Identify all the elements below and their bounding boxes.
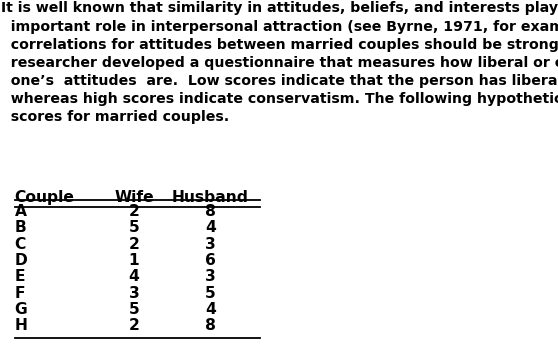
Text: G: G — [15, 302, 27, 317]
Text: It is well known that similarity in attitudes, beliefs, and interests plays an
 : It is well known that similarity in atti… — [1, 1, 558, 125]
Text: 1: 1 — [129, 253, 140, 268]
Text: 3: 3 — [205, 270, 215, 284]
Text: E: E — [15, 270, 25, 284]
Text: Wife: Wife — [114, 189, 154, 204]
Text: 6: 6 — [205, 253, 216, 268]
Text: 4: 4 — [205, 302, 216, 317]
Text: 5: 5 — [129, 302, 140, 317]
Text: 2: 2 — [128, 237, 140, 252]
Text: 3: 3 — [205, 237, 215, 252]
Text: 5: 5 — [205, 286, 215, 301]
Text: 8: 8 — [205, 318, 216, 333]
Text: 2: 2 — [128, 318, 140, 333]
Text: 4: 4 — [128, 270, 140, 284]
Text: 3: 3 — [129, 286, 140, 301]
Text: Husband: Husband — [172, 189, 249, 204]
Text: Couple: Couple — [15, 189, 75, 204]
Text: H: H — [15, 318, 27, 333]
Text: C: C — [15, 237, 26, 252]
Text: 4: 4 — [205, 220, 216, 236]
Text: F: F — [15, 286, 25, 301]
Text: B: B — [15, 220, 26, 236]
Text: 8: 8 — [205, 204, 216, 219]
Text: 2: 2 — [128, 204, 140, 219]
Text: 5: 5 — [129, 220, 140, 236]
Text: A: A — [15, 204, 27, 219]
Text: D: D — [15, 253, 27, 268]
